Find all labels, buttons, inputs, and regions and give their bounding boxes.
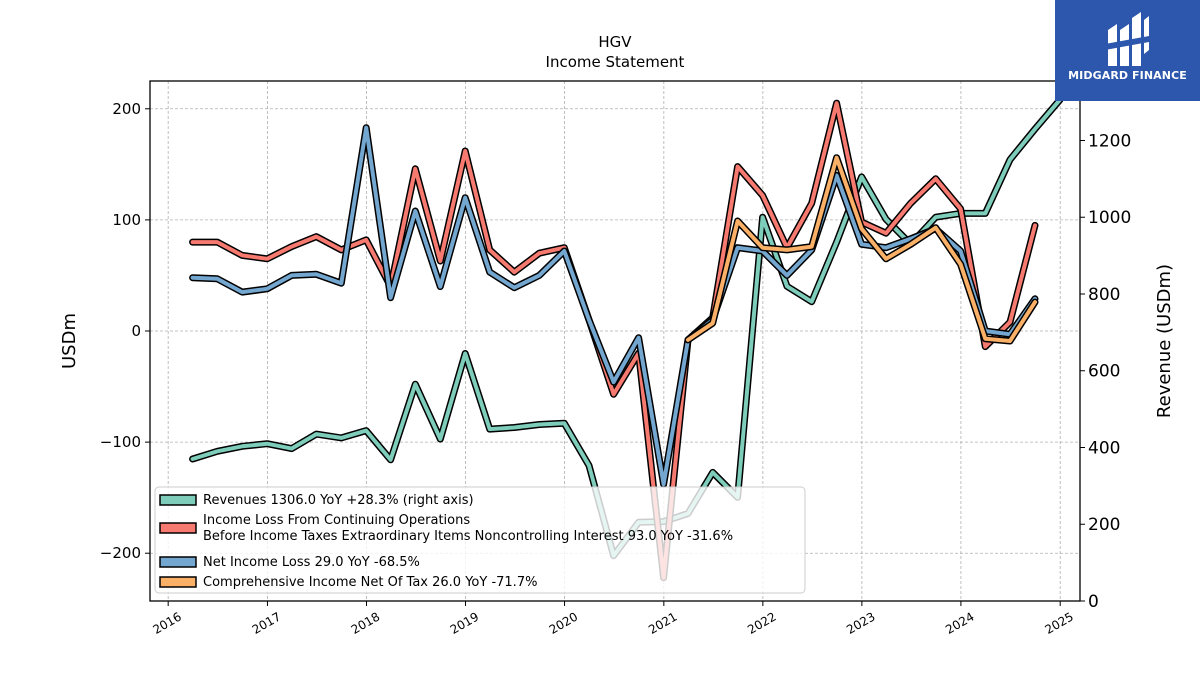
legend-label-2: Net Income Loss 29.0 YoY -68.5% <box>203 555 420 570</box>
legend-label-1: Before Income Taxes Extraordinary Items … <box>203 529 733 544</box>
y-tick-label: 100 <box>112 211 141 229</box>
y-tick-label: −100 <box>100 433 141 451</box>
y2-tick-label: 600 <box>1088 362 1120 382</box>
y-tick-label: −200 <box>100 544 141 562</box>
legend-swatch-0 <box>159 494 197 506</box>
y-axis-label: USDm <box>59 313 80 369</box>
legend-label-0: Revenues 1306.0 YoY +28.3% (right axis) <box>203 493 474 508</box>
legend-box <box>154 486 806 594</box>
y2-tick-label: 800 <box>1088 285 1120 305</box>
series-line-1 <box>190 101 1037 580</box>
x-tick-label: 2017 <box>250 610 283 637</box>
y-tick-label: 200 <box>112 100 141 118</box>
chart-title: HGV <box>598 33 632 51</box>
x-tick-label: 2021 <box>646 610 679 637</box>
x-tick-label: 2016 <box>150 610 183 637</box>
midgard-logo-icon <box>1105 12 1149 66</box>
x-tick-label: 2020 <box>547 610 580 637</box>
legend-swatch-3 <box>159 576 197 588</box>
legend-label-3: Comprehensive Income Net Of Tax 26.0 YoY… <box>203 575 537 590</box>
y2-tick-label: 1200 <box>1088 131 1131 151</box>
y2-tick-label: 400 <box>1088 438 1120 458</box>
legend: Revenues 1306.0 YoY +28.3% (right axis) I… <box>154 486 806 594</box>
y-tick-label: 0 <box>131 322 141 340</box>
x-tick-label: 2024 <box>943 610 976 637</box>
midgard-finance-logo: MIDGARD FINANCE <box>1055 0 1200 101</box>
x-tick-label: 2019 <box>448 610 481 637</box>
y2-tick-label: 0 <box>1088 592 1099 612</box>
x-tick-label: 2025 <box>1042 610 1075 637</box>
legend-swatch-2 <box>159 556 197 568</box>
y2-tick-label: 1000 <box>1088 208 1131 228</box>
chart-subtitle: Income Statement <box>546 53 685 71</box>
y2-tick-label: 200 <box>1088 515 1120 535</box>
series-outline-2 <box>189 124 1039 488</box>
legend-label-1: Income Loss From Continuing Operations <box>203 513 470 528</box>
y2-axis-label: Revenue (USDm) <box>1154 264 1175 418</box>
plot-frame <box>149 80 1081 602</box>
series-line-3 <box>686 155 1037 343</box>
legend-swatch-1 <box>159 522 197 534</box>
x-tick-label: 2022 <box>745 610 778 637</box>
series-line-2 <box>190 125 1037 487</box>
x-tick-label: 2018 <box>349 610 382 637</box>
x-tick-label: 2023 <box>844 610 877 637</box>
brand-name: MIDGARD FINANCE <box>1068 69 1187 82</box>
